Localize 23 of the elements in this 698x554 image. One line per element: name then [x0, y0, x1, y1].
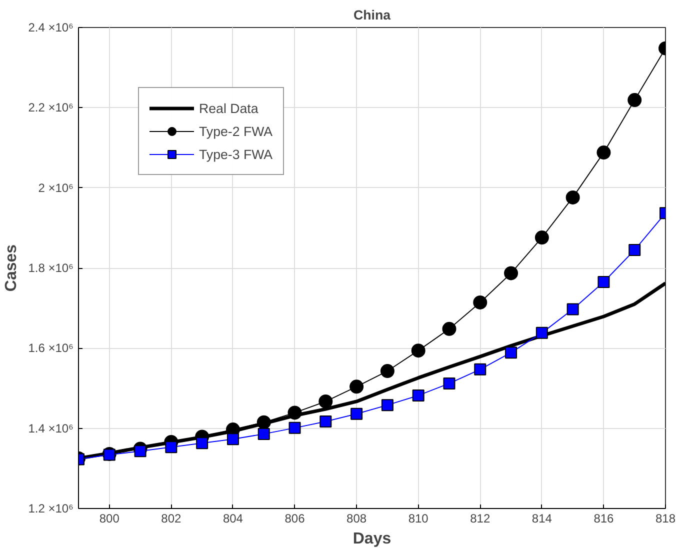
y-tick-label: 1.2 ×10⁶	[28, 502, 74, 516]
x-axis-title: Days	[352, 530, 392, 548]
chart-title: China	[353, 8, 392, 22]
x-tick-label: 806	[284, 512, 306, 526]
y-tick-label: 2 ×10⁶	[38, 180, 74, 195]
x-tick-label: 816	[594, 512, 614, 526]
y-tick-label: 2.4 ×10⁶	[28, 20, 74, 34]
x-tick-label: 814	[532, 512, 552, 526]
x-tick-label: 800	[99, 512, 120, 526]
x-tick-label: 818	[655, 512, 676, 526]
legend-label: Type-3 FWA	[199, 146, 273, 162]
y-tick-label: 1.8 ×10⁶	[28, 261, 74, 275]
y-axis-title: Cases	[3, 244, 20, 292]
y-tick-label: 1.4 ×10⁶	[28, 421, 74, 436]
legend-label: Type-2 FWA	[199, 124, 273, 138]
x-tick-label: 802	[161, 512, 182, 526]
x-tick-label: 812	[470, 512, 490, 526]
x-tick-label: 804	[222, 512, 244, 526]
legend-label: Real Data	[199, 100, 258, 116]
y-tick-label: 2.2 ×10⁶	[28, 100, 74, 115]
x-tick-label: 808	[346, 512, 367, 526]
x-tick-label: 810	[408, 512, 429, 526]
y-tick-label: 1.6 ×10⁶	[28, 341, 74, 356]
